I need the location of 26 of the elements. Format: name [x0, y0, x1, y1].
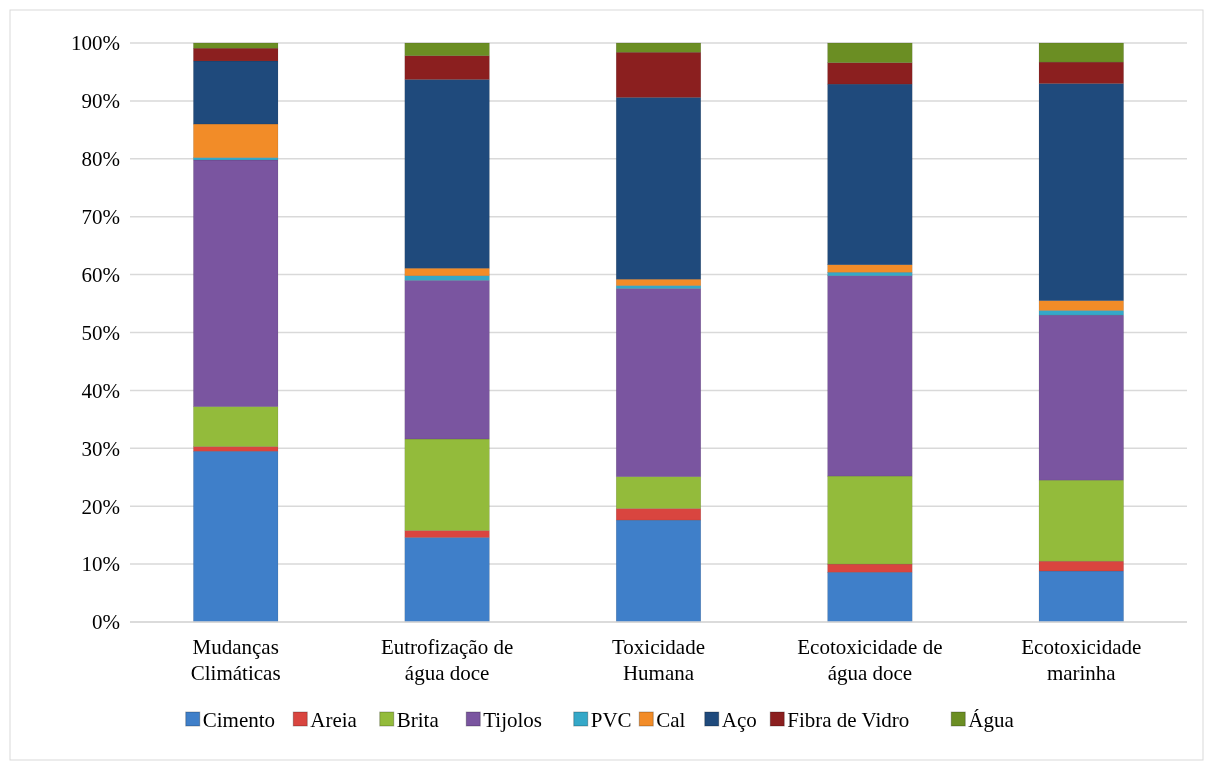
x-tick-label: Ecotoxicidade marinha [1021, 635, 1142, 685]
legend-label: Tijolos [483, 708, 543, 733]
legend-label: PVC [590, 708, 632, 733]
legend-label: Fibra de Vidro [787, 708, 910, 733]
legend-label: Cimento [202, 708, 276, 733]
y-tick-label: 70% [81, 205, 120, 230]
x-tick-label: Toxicidade Humana [612, 635, 705, 685]
y-tick-label: 20% [81, 494, 120, 519]
legend-label: Aço [721, 708, 757, 733]
y-tick-label: 90% [81, 89, 120, 114]
y-tick-label: 50% [81, 320, 120, 345]
y-tick-label: 80% [81, 147, 120, 172]
y-tick-label: 30% [81, 436, 120, 461]
legend-label: Água [968, 708, 1015, 733]
legend-label: Brita [396, 708, 440, 733]
legend-label: Areia [310, 708, 358, 733]
y-tick-label: 100% [71, 31, 120, 56]
x-tick-label: Ecotoxicidade de água doce [797, 635, 943, 685]
x-tick-label: Mudanças Climáticas [190, 635, 281, 685]
x-tick-label: Eutrofização de água doce [380, 635, 514, 685]
bar [193, 450, 279, 623]
y-tick-label: 60% [81, 262, 120, 287]
legend-label: Cal [656, 708, 686, 733]
y-tick-label: 0% [92, 610, 120, 635]
y-tick-label: 40% [81, 378, 120, 403]
y-tick-label: 10% [81, 552, 120, 577]
